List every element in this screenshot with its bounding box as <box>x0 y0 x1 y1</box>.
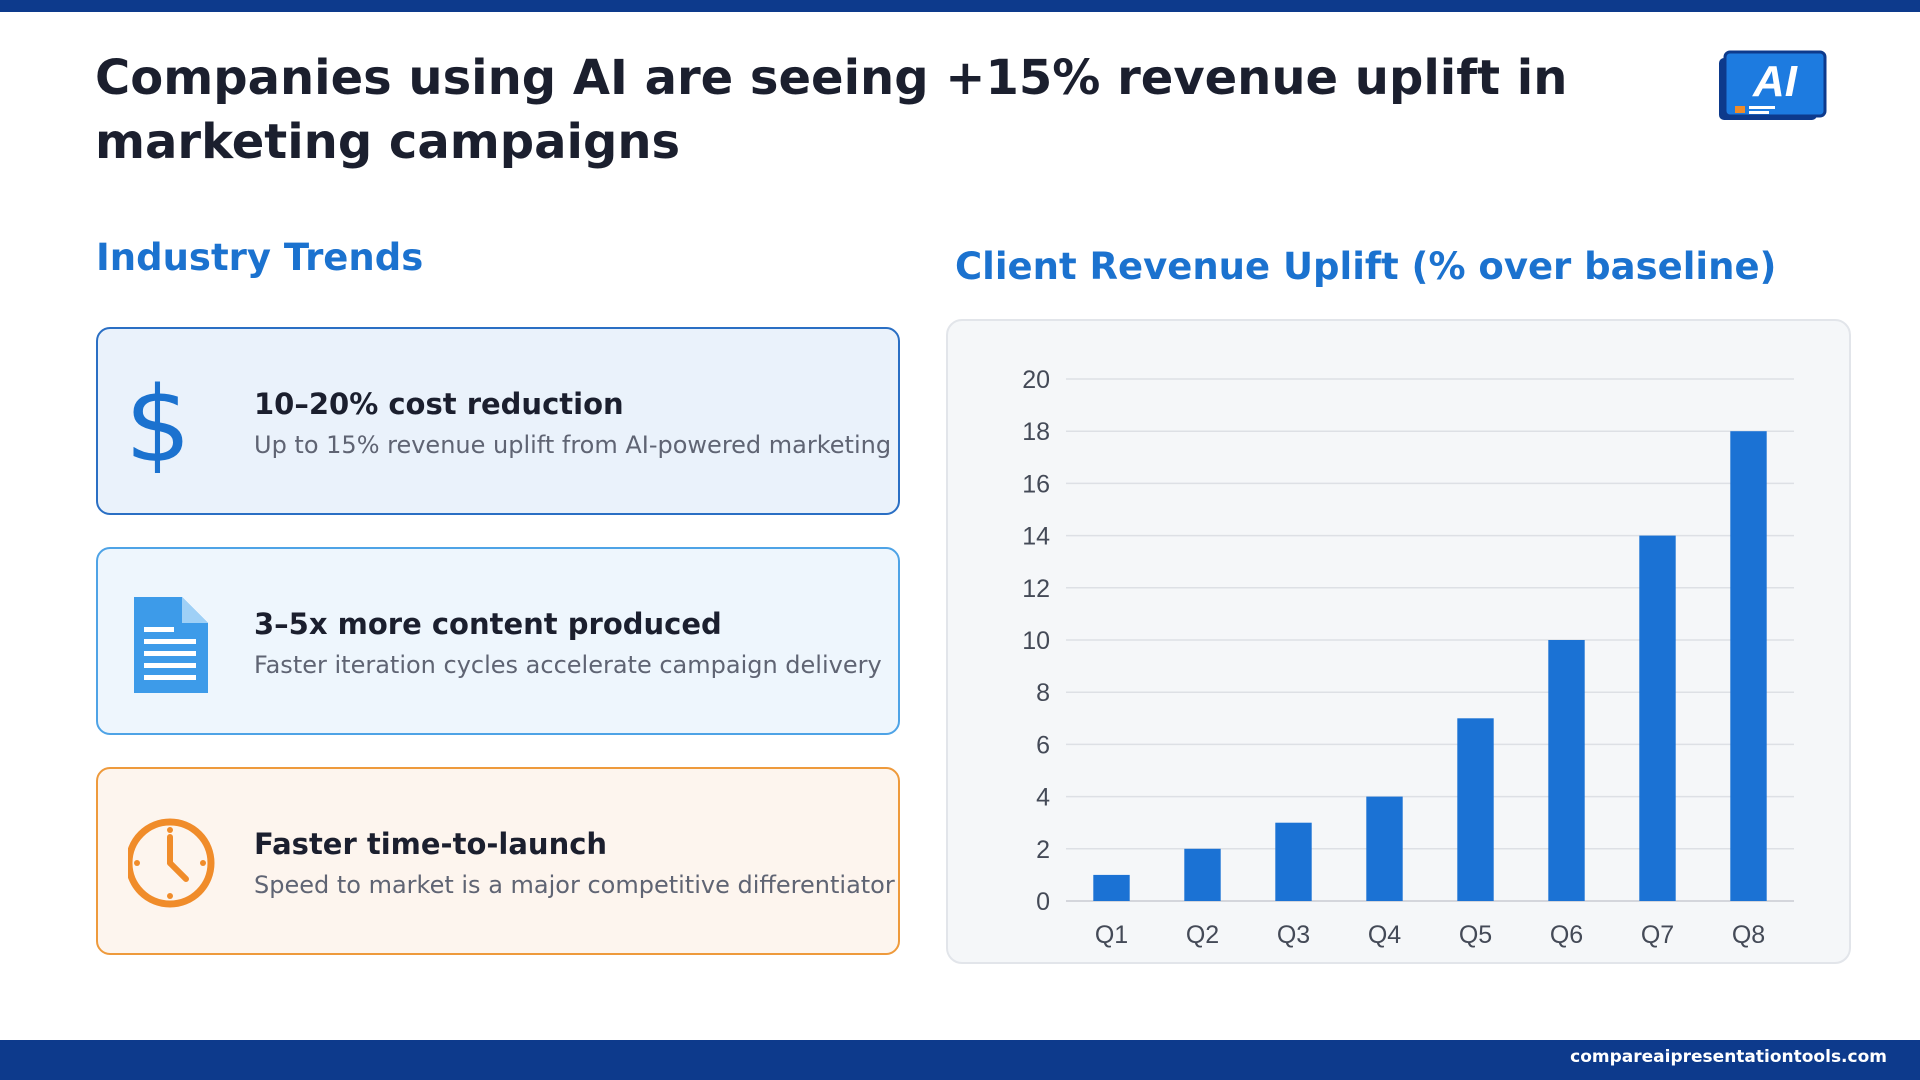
trend-card-launch: Faster time-to-launch Speed to market is… <box>96 767 900 955</box>
bar-q3 <box>1275 822 1312 901</box>
y-tick-label: 10 <box>1022 627 1050 655</box>
x-tick-label: Q5 <box>1459 921 1492 949</box>
y-tick-label: 20 <box>1022 366 1050 394</box>
slide-title: Companies using AI are seeing +15% reven… <box>95 50 1568 170</box>
bar-q7 <box>1639 535 1676 901</box>
dollar-icon: $ <box>128 373 191 473</box>
y-tick-label: 16 <box>1022 470 1050 498</box>
revenue-uplift-bar-chart: 0 2 4 6 8 10 12 14 16 18 20 Q1 Q2 Q3 Q4 Q5 Q6 Q7 Q8 <box>1022 366 1794 949</box>
chart-title: Client Revenue Uplift (% over baseline) <box>955 245 1777 288</box>
bar-q1 <box>1093 874 1130 901</box>
bar-q6 <box>1548 640 1585 901</box>
x-tick-label: Q6 <box>1550 921 1583 949</box>
y-tick-label: 6 <box>1036 731 1050 759</box>
chart-panel: 0 2 4 6 8 10 12 14 16 18 20 Q1 Q2 Q3 Q4 Q5 Q6 Q7 Q8 <box>946 319 1851 964</box>
y-tick-label: 2 <box>1036 836 1050 864</box>
y-tick-label: 8 <box>1036 679 1050 707</box>
trend-card-subtitle: Up to 15% revenue uplift from AI-powered… <box>254 431 892 459</box>
bar-q4 <box>1366 796 1403 901</box>
trend-card-subtitle: Faster iteration cycles accelerate campa… <box>254 651 882 679</box>
trend-card-title: 3–5x more content produced <box>254 607 722 641</box>
clock-icon <box>128 818 215 908</box>
bar-q5 <box>1457 718 1494 901</box>
y-tick-label: 4 <box>1036 784 1050 812</box>
y-tick-label: 18 <box>1022 418 1050 446</box>
bottom-accent-bar <box>0 1040 1920 1080</box>
bar-q8 <box>1730 431 1767 901</box>
trend-card-subtitle: Speed to market is a major competitive d… <box>254 871 895 899</box>
footer-url: compareaipresentationtools.com <box>1570 1047 1887 1067</box>
trend-card-title: 10–20% cost reduction <box>254 387 624 421</box>
logo-text: AI <box>1752 57 1798 106</box>
x-tick-label: Q2 <box>1186 921 1219 949</box>
ai-logo-icon: AI <box>1719 50 1827 120</box>
bar-q2 <box>1184 848 1221 901</box>
x-tick-label: Q3 <box>1277 921 1310 949</box>
x-tick-label: Q1 <box>1095 921 1128 949</box>
y-tick-label: 0 <box>1036 888 1050 916</box>
industry-trends-heading: Industry Trends <box>96 236 424 279</box>
trend-card-title: Faster time-to-launch <box>254 827 608 861</box>
x-tick-label: Q7 <box>1641 921 1674 949</box>
y-tick-label: 14 <box>1022 523 1050 551</box>
document-icon <box>134 597 208 693</box>
x-tick-label: Q4 <box>1368 921 1401 949</box>
trend-card-content: 3–5x more content produced Faster iterat… <box>96 547 900 735</box>
trend-card-cost: $ 10–20% cost reduction Up to 15% revenu… <box>96 327 900 515</box>
top-accent-bar <box>0 0 1920 12</box>
y-tick-label: 12 <box>1022 575 1050 603</box>
svg-text:$: $ <box>128 373 191 473</box>
x-tick-label: Q8 <box>1732 921 1765 949</box>
